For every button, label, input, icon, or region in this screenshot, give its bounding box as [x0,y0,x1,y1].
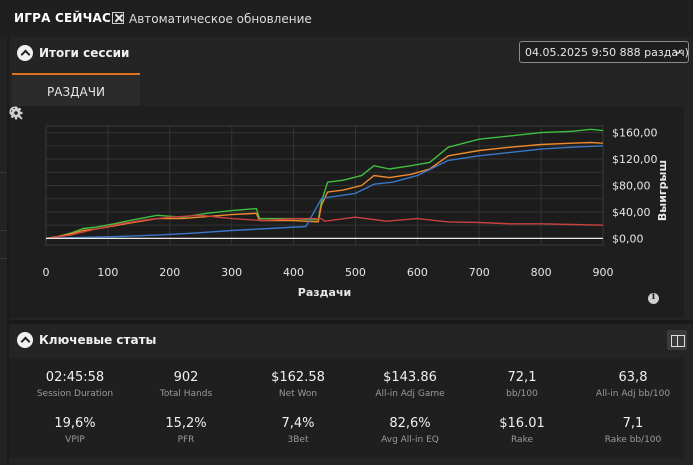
live-game-title: ИГРА СЕЙЧАС [14,11,111,25]
strip-divider [0,172,7,173]
x-tick-label: 100 [97,266,118,279]
stat-bb-per-100: 72,1 bb/100 [506,370,538,399]
stat-vpip: 19,6% VPIP [54,416,96,445]
stat-rake: $16.01 Rake [499,416,545,445]
tab-hands[interactable]: РАЗДАЧИ [12,73,140,106]
gear-icon[interactable] [9,106,23,120]
stat-avg-all-in-eq: 82,6% Avg All-in EQ [381,416,439,445]
winnings-chart-svg: 0 100 200 300 400 500 600 700 800 900 $0,00 $40,00 $… [43,125,669,299]
stat-all-in-adj-bb-per-100: 63,8 All-in Adj bb/100 [595,370,671,399]
info-icon[interactable] [648,292,659,304]
collapse-session-icon[interactable] [17,45,33,61]
collapse-stats-icon[interactable] [17,332,33,348]
x-tick-label: 800 [531,266,552,279]
session-summary-title: Итоги сессии [39,46,130,60]
y-axis-label: Выигрыш [656,160,669,221]
x-tick-label: 300 [221,266,242,279]
stat-3bet: 7,4% 3Bet [281,416,315,445]
session-select-value: 04.05.2025 9:50 888 раздач) [525,46,689,59]
auto-refresh-checkbox[interactable] [112,12,124,24]
session-summary-header: Итоги сессии 04.05.2025 9:50 888 раздач) [9,37,693,70]
y-tick-label: $120,00 [612,153,658,166]
stat-rake-bb-per-100: 7,1 Rake bb/100 [604,416,662,445]
y-tick-label: $160,00 [612,127,658,140]
top-bar: ИГРА СЕЙЧАС Автоматическое обновление [0,0,693,37]
auto-refresh-label[interactable]: Автоматическое обновление [129,12,312,26]
columns-layout-icon[interactable] [667,330,687,350]
x-tick-label: 200 [159,266,180,279]
winnings-chart: 0 100 200 300 400 500 600 700 800 900 $0,00 $40,00 $… [9,106,684,318]
x-tick-label: 0 [43,266,50,279]
x-tick-label: 700 [469,266,490,279]
stat-total-hands: 902 Total Hands [159,370,213,399]
x-tick-label: 600 [407,266,428,279]
strip-divider [0,258,7,259]
plot-border [45,125,604,246]
session-tabs: РАЗДАЧИ [9,70,684,106]
y-tick-label: $0,00 [612,232,644,245]
x-tick-label: 900 [593,266,614,279]
stat-pfr: 15,2% PFR [165,416,207,445]
x-tick-label: 500 [345,266,366,279]
session-select[interactable]: 04.05.2025 9:50 888 раздач) [519,41,689,63]
series-line-non_showdown [45,214,604,240]
stat-net-won: $162.58 Net Won [271,370,325,399]
key-stats-grid: 02:45:58 Session Duration 902 Total Hands … [9,358,684,458]
key-stats-title: Ключевые статы [39,333,157,347]
y-tick-label: $40,00 [612,206,651,219]
key-stats-header: Ключевые статы [9,324,693,357]
strip-divider [0,230,7,231]
tab-hands-label: РАЗДАЧИ [47,85,105,99]
stat-session-duration: 02:45:58 Session Duration [36,370,114,399]
y-tick-label: $80,00 [612,180,651,193]
x-axis-label: Раздачи [298,286,351,299]
left-side-strip [0,37,7,465]
stat-all-in-adj-game: $143.86 All-in Adj Game [375,370,445,399]
series-line-showdown [45,145,604,240]
x-tick-label: 400 [283,266,304,279]
